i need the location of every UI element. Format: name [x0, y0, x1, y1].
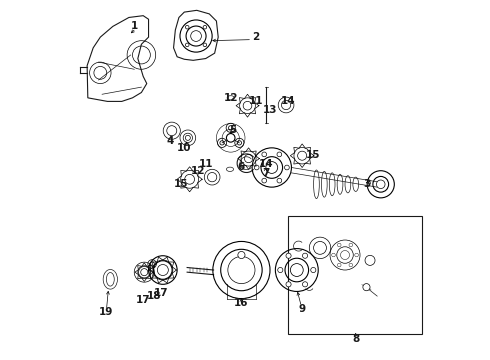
Circle shape: [338, 263, 341, 267]
Circle shape: [376, 180, 385, 189]
Circle shape: [226, 134, 235, 142]
Circle shape: [203, 26, 207, 29]
Text: 14: 14: [259, 159, 274, 169]
Text: 4: 4: [166, 136, 173, 146]
Circle shape: [285, 165, 289, 170]
Text: 12: 12: [191, 166, 206, 176]
Text: 15: 15: [173, 179, 188, 189]
Text: 11: 11: [198, 159, 213, 169]
Circle shape: [349, 263, 353, 267]
Circle shape: [277, 152, 282, 157]
Circle shape: [311, 267, 316, 273]
Circle shape: [363, 284, 370, 291]
Circle shape: [266, 162, 278, 174]
Circle shape: [302, 253, 308, 258]
Circle shape: [238, 251, 245, 258]
Circle shape: [228, 256, 255, 284]
Text: 14: 14: [281, 96, 295, 107]
Text: 18: 18: [147, 291, 161, 301]
Text: 6: 6: [238, 162, 245, 172]
Circle shape: [278, 267, 283, 273]
Text: 2: 2: [252, 32, 259, 42]
Text: 15: 15: [306, 150, 320, 160]
Circle shape: [185, 135, 190, 140]
Text: 3: 3: [363, 179, 370, 189]
Circle shape: [355, 253, 358, 257]
Circle shape: [262, 152, 267, 157]
Text: 12: 12: [223, 93, 238, 103]
Circle shape: [277, 178, 282, 183]
Circle shape: [291, 264, 303, 276]
Circle shape: [254, 165, 259, 170]
Circle shape: [341, 251, 349, 260]
Circle shape: [203, 43, 207, 47]
Text: 19: 19: [98, 307, 113, 317]
Text: 8: 8: [352, 334, 359, 344]
Text: 1: 1: [131, 21, 138, 31]
Circle shape: [365, 255, 375, 265]
Circle shape: [338, 243, 341, 247]
Text: 13: 13: [263, 105, 277, 115]
Text: 10: 10: [177, 143, 192, 153]
Text: 17: 17: [136, 295, 150, 305]
Circle shape: [332, 253, 335, 257]
Text: 16: 16: [234, 298, 249, 308]
Text: 11: 11: [248, 96, 263, 107]
Circle shape: [286, 253, 291, 258]
Circle shape: [191, 31, 201, 41]
Circle shape: [302, 282, 308, 287]
Circle shape: [286, 282, 291, 287]
Circle shape: [185, 26, 189, 29]
Circle shape: [349, 243, 353, 247]
Text: 5: 5: [229, 125, 236, 135]
Text: 7: 7: [263, 168, 270, 178]
Bar: [288, 216, 422, 334]
Text: 17: 17: [154, 288, 169, 297]
Circle shape: [185, 43, 189, 47]
Text: 9: 9: [298, 303, 306, 314]
Circle shape: [262, 178, 267, 183]
